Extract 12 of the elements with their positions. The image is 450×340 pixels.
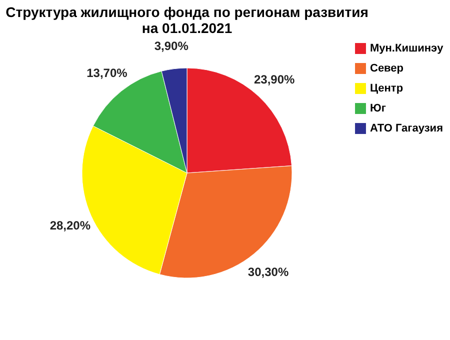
legend-label: Центр [370,82,404,94]
data-label: 3,90% [154,38,189,53]
data-label: 23,90% [254,72,296,86]
legend-label: Мун.Кишинэу [370,42,444,54]
legend-label: АТО Гагаузия [370,122,443,134]
data-label: 13,70% [86,66,128,80]
legend-label: Север [370,62,404,74]
text: Структура жилищного фонда по регионам развития [6,4,368,20]
legend-label: Юг [370,102,386,114]
data-label: 30,30% [248,264,289,279]
text: на 01.01.2021 [142,20,232,36]
data-label: 28,20% [50,218,91,232]
